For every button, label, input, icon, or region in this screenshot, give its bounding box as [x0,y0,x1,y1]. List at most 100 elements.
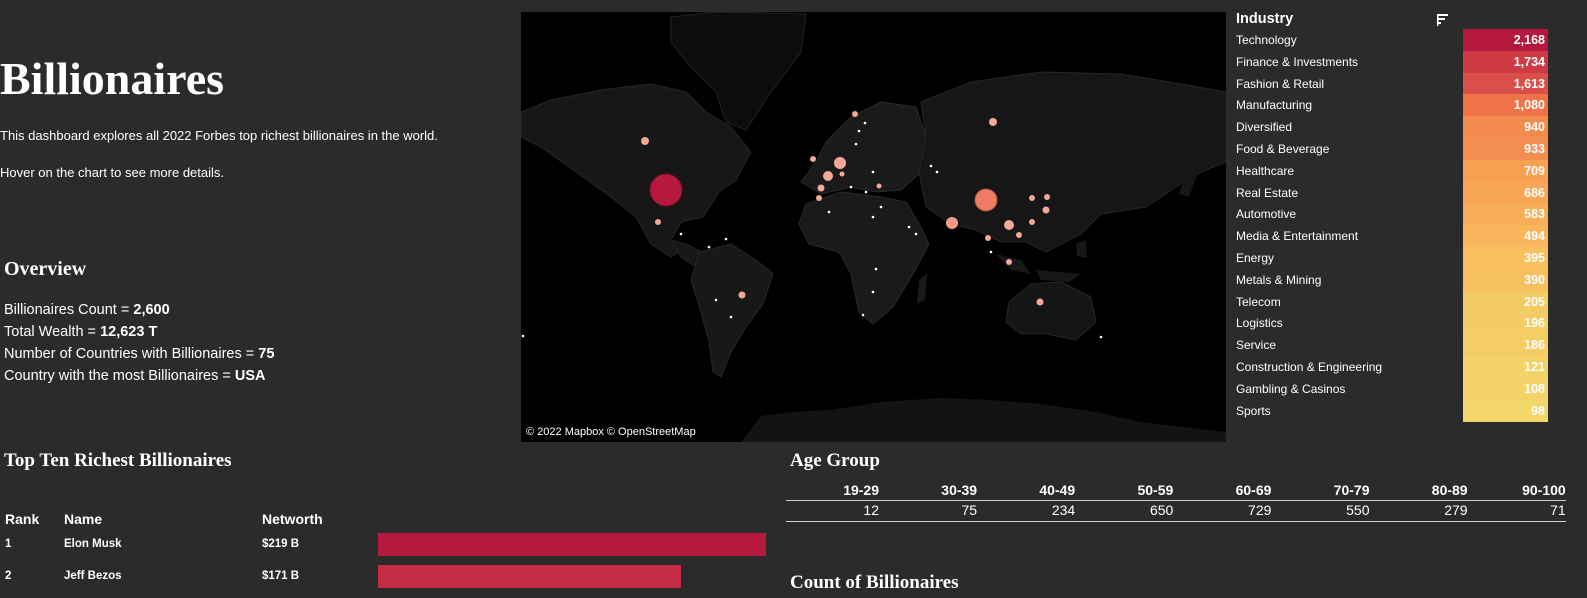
networth-bar[interactable] [378,533,766,556]
age-bottom-divider [786,521,1566,522]
industry-label[interactable]: Media & Entertainment [1236,229,1359,244]
age-group-header: 19-29 [843,482,879,498]
bubble-india[interactable] [946,217,958,229]
industry-label[interactable]: Fashion & Retail [1236,76,1325,91]
sort-icon[interactable] [1436,13,1450,27]
industry-count-cell[interactable]: 686 [1463,181,1548,204]
industry-label[interactable]: Construction & Engineering [1236,360,1383,374]
south-america-landmass [690,243,774,378]
bubble-germany[interactable] [834,157,846,169]
age-group-value[interactable]: 650 [1149,502,1174,518]
age-group-header: 30-39 [941,482,978,498]
bubble-taiwan[interactable] [1016,232,1022,238]
australia-landmass [1005,281,1097,341]
small-country-dots [521,121,1103,339]
networth-bar[interactable] [378,565,681,588]
age-group-value[interactable]: 550 [1346,502,1370,518]
industry-count-cell[interactable]: 390 [1463,268,1548,291]
bubble-japan[interactable] [1042,206,1050,214]
age-group-header: 70-79 [1333,482,1370,498]
bubble-italy[interactable] [817,184,825,192]
age-group-value[interactable]: 75 [961,502,978,518]
page-title: Billionaires [0,53,225,104]
bubble-korea[interactable] [1029,195,1035,201]
industry-label[interactable]: Real Estate [1236,185,1299,200]
overview-top-country: Country with the most Billionaires = USA [4,368,266,384]
industry-label[interactable]: Manufacturing [1236,98,1313,113]
bubble-australia[interactable] [1036,298,1044,306]
industry-count-cell[interactable]: 395 [1463,247,1548,269]
name-cell: Jeff Bezos [64,570,122,582]
age-group-value[interactable]: 279 [1444,502,1468,518]
overview-heading: Overview [4,258,87,280]
bubble-usa[interactable] [649,173,683,207]
industry-count-cell[interactable]: 186 [1463,334,1548,357]
industry-label[interactable]: Sports [1236,403,1271,418]
count-of-billionaires-heading: Count of Billionaires [790,572,959,593]
asia-landmass [918,71,1226,253]
industry-label[interactable]: Service [1236,338,1277,353]
industry-count-cell[interactable]: 940 [1463,116,1548,139]
industry-label[interactable]: Gambling & Casinos [1236,381,1346,396]
bubble-norway[interactable] [839,171,845,177]
bubble-china[interactable] [974,188,998,212]
world-map[interactable] [521,12,1226,442]
industry-count-cell[interactable]: 2,168 [1463,29,1548,51]
industry-label[interactable]: Automotive [1236,207,1297,222]
industry-label[interactable]: Finance & Investments [1236,54,1359,69]
industry-count-cell[interactable]: 108 [1463,377,1548,400]
industry-count-cell[interactable]: 1,080 [1463,94,1548,117]
overview-total-wealth: Total Wealth = 12,623 T [4,324,158,340]
age-group-value[interactable]: 71 [1550,502,1566,518]
top-ten-heading: Top Ten Richest Billionaires [4,450,232,471]
industry-label[interactable]: Energy [1236,251,1275,265]
col-header-rank: Rank [5,511,40,527]
bubble-thailand[interactable] [1029,219,1035,225]
industry-count-cell[interactable]: 205 [1463,290,1548,313]
world-map-svg [521,12,1226,442]
industry-count-cell[interactable]: 196 [1463,312,1548,335]
industry-label[interactable]: Healthcare [1236,163,1295,178]
industry-count-cell[interactable]: 494 [1463,225,1548,248]
bubble-russia[interactable] [989,118,997,126]
japan-landmass [1179,162,1199,197]
industry-label[interactable]: Logistics [1236,316,1283,331]
industry-label[interactable]: Technology [1236,33,1297,47]
bubble-canada[interactable] [641,137,649,145]
networth-cell: $219 B [262,538,300,550]
col-header-networth: Networth [262,511,323,527]
bubble-sweden[interactable] [852,111,858,117]
bubble-mexico[interactable] [655,219,661,225]
industry-label[interactable]: Metals & Mining [1236,272,1322,287]
bubble-singapore[interactable] [1006,259,1012,265]
industry-label[interactable]: Diversified [1236,120,1293,135]
industry-count-cell[interactable]: 1,613 [1463,72,1548,95]
bubble-france[interactable] [816,195,822,201]
bubble-indonesia[interactable] [985,235,991,241]
age-group-header: 90-100 [1522,482,1566,498]
industry-count-cell[interactable]: 709 [1463,159,1548,182]
bubble-uk[interactable] [823,171,833,181]
industry-count-cell[interactable]: 1,734 [1463,50,1548,73]
southeast-asia-islands [996,240,1087,282]
map-attribution[interactable]: © 2022 Mapbox © OpenStreetMap [526,426,696,438]
country-bubbles[interactable] [641,111,1050,306]
industry-label[interactable]: Food & Beverage [1236,142,1330,156]
age-group-value[interactable]: 729 [1248,502,1272,518]
bubble-philippines[interactable] [1044,194,1050,200]
age-group-value[interactable]: 234 [1051,502,1076,518]
bubble-switzerland[interactable] [810,156,816,162]
age-group-value[interactable]: 12 [863,502,879,518]
industry-count-cell[interactable]: 121 [1463,356,1548,378]
industry-count-cell[interactable]: 583 [1463,203,1548,226]
north-america-landmass [521,83,752,258]
industry-label[interactable]: Telecom [1236,294,1281,309]
networth-cell: $171 B [262,570,300,582]
industry-count-cell[interactable]: 933 [1463,138,1548,160]
bubble-brazil[interactable] [738,291,746,299]
name-cell: Elon Musk [64,538,122,550]
industry-count-cell[interactable]: 98 [1463,399,1548,422]
bubble-hong-kong[interactable] [1004,220,1014,230]
bubble-israel[interactable] [876,183,882,189]
greenland-landmass [670,12,807,131]
